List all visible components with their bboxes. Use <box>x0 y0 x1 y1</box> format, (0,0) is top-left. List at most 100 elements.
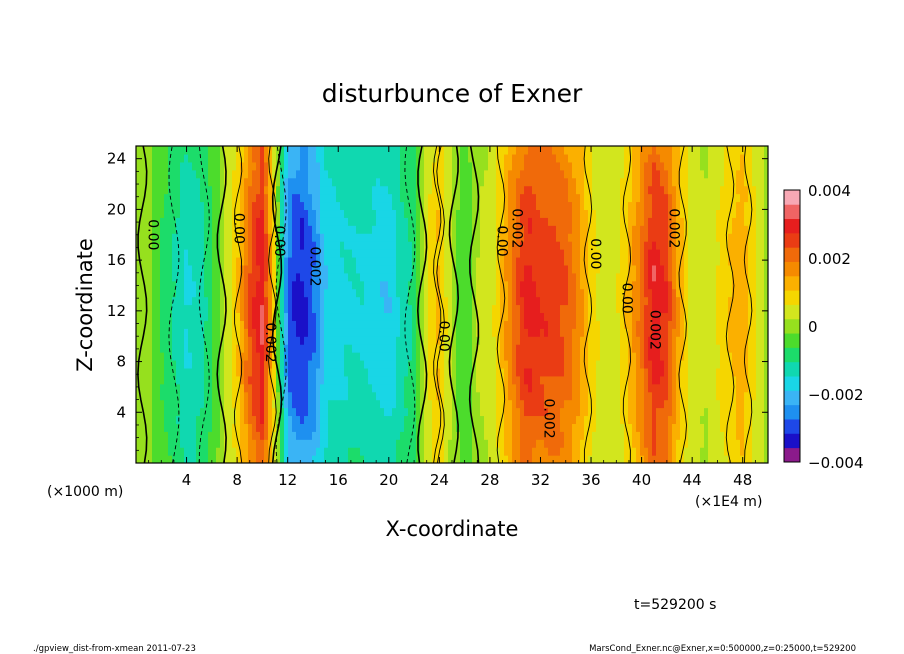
field-cell <box>140 431 145 440</box>
field-cell <box>396 320 401 329</box>
field-cell <box>368 320 373 329</box>
field-cell <box>564 201 569 211</box>
field-cell <box>404 280 409 290</box>
field-cell <box>624 336 629 345</box>
field-cell <box>212 320 217 329</box>
field-cell <box>248 431 253 440</box>
field-cell <box>620 296 625 306</box>
field-cell <box>580 328 585 337</box>
field-cell <box>264 249 269 258</box>
field-cell <box>380 185 385 195</box>
field-cell <box>364 407 369 417</box>
field-cell <box>620 407 625 417</box>
field-cell <box>580 320 585 329</box>
field-cell <box>328 146 333 155</box>
field-cell <box>168 328 173 337</box>
field-cell <box>360 209 365 218</box>
field-cell <box>604 447 609 456</box>
field-cell <box>268 320 273 329</box>
field-cell <box>260 391 265 401</box>
field-cell <box>428 328 433 337</box>
field-cell <box>140 280 145 290</box>
field-cell <box>212 447 217 456</box>
field-cell <box>580 375 585 385</box>
field-cell <box>552 193 557 203</box>
field-cell <box>268 455 273 463</box>
field-cell <box>312 359 317 369</box>
field-cell <box>192 272 197 282</box>
field-cell <box>208 225 213 234</box>
field-cell <box>292 328 297 337</box>
field-cell <box>324 280 329 290</box>
field-cell <box>216 399 221 409</box>
field-cell <box>336 288 341 298</box>
field-cell <box>308 177 313 187</box>
field-cell <box>488 359 493 369</box>
field-cell <box>384 399 389 409</box>
field-cell <box>528 328 533 337</box>
field-cell <box>612 272 617 282</box>
field-cell <box>592 296 597 306</box>
field-cell <box>268 359 273 369</box>
field-cell <box>340 344 345 353</box>
field-cell <box>432 399 437 409</box>
field-cell <box>192 328 197 337</box>
field-cell <box>596 383 601 393</box>
field-cell <box>252 375 257 385</box>
field-cell <box>212 304 217 314</box>
field-cell <box>276 193 281 203</box>
field-cell <box>200 201 205 211</box>
field-cell <box>608 249 613 258</box>
field-cell <box>200 185 205 195</box>
field-cell <box>200 312 205 321</box>
field-cell <box>244 423 249 432</box>
field-cell <box>364 177 369 187</box>
field-cell <box>192 399 197 409</box>
field-cell <box>296 233 301 242</box>
field-cell <box>408 359 413 369</box>
field-cell <box>312 336 317 345</box>
field-cell <box>556 256 561 266</box>
field-cell <box>416 359 421 369</box>
field-cell <box>532 201 537 211</box>
field-cell <box>320 312 325 321</box>
field-cell <box>448 328 453 337</box>
field-cell <box>216 304 221 314</box>
field-cell <box>244 249 249 258</box>
field-cell <box>460 391 465 401</box>
field-cell <box>400 304 405 314</box>
field-cell <box>552 415 557 424</box>
field-cell <box>580 304 585 314</box>
field-cell <box>204 439 209 448</box>
field-cell <box>200 431 205 440</box>
field-cell <box>232 328 237 337</box>
field-cell <box>600 367 605 377</box>
field-cell <box>180 304 185 314</box>
field-cell <box>172 383 177 393</box>
field-cell <box>400 423 405 432</box>
field-cell <box>404 233 409 242</box>
field-cell <box>420 153 425 163</box>
field-cell <box>340 383 345 393</box>
field-cell <box>272 201 277 211</box>
field-cell <box>452 407 457 417</box>
field-cell <box>552 264 557 274</box>
field-cell <box>564 241 569 250</box>
field-cell <box>172 399 177 409</box>
field-cell <box>296 391 301 401</box>
field-cell <box>288 233 293 242</box>
field-cell <box>560 399 565 409</box>
field-cell <box>224 367 229 377</box>
field-cell <box>544 399 549 409</box>
field-cell <box>532 304 537 314</box>
field-cell <box>404 455 409 463</box>
field-cell <box>392 367 397 377</box>
field-cell <box>616 169 621 179</box>
field-cell <box>208 375 213 385</box>
field-cell <box>272 233 277 242</box>
field-cell <box>316 217 321 226</box>
field-cell <box>340 328 345 337</box>
field-cell <box>516 447 521 456</box>
field-cell <box>188 169 193 179</box>
field-cell <box>536 177 541 187</box>
